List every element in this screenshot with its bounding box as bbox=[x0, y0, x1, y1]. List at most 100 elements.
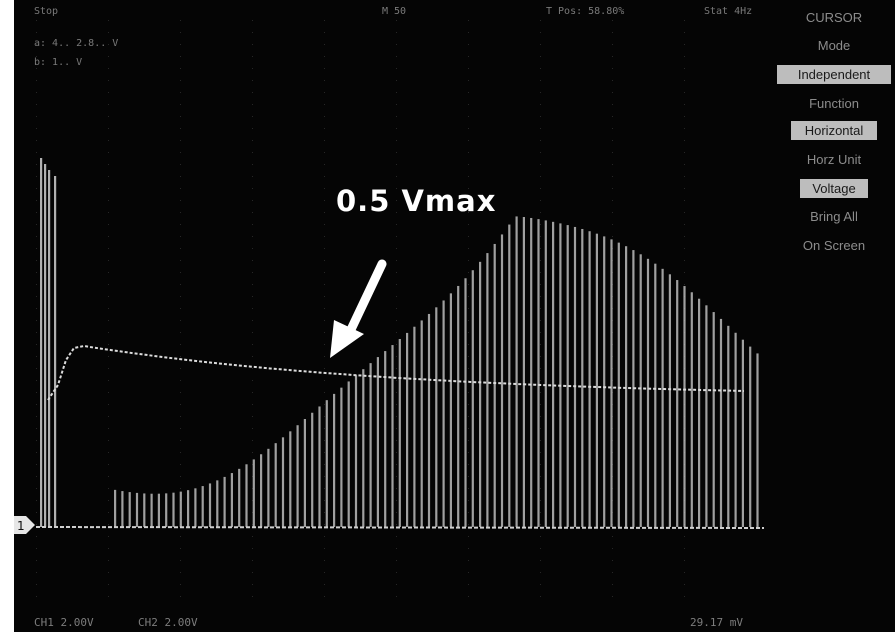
graticule-dot bbox=[612, 32, 613, 33]
graticule-dot bbox=[252, 524, 253, 525]
graticule-dot bbox=[36, 380, 37, 381]
menu-item-voltage[interactable]: Voltage bbox=[800, 179, 868, 198]
graticule-dot bbox=[252, 356, 253, 357]
pulse bbox=[391, 345, 394, 527]
graticule-dot bbox=[396, 488, 397, 489]
menu-item-function[interactable]: Function bbox=[809, 96, 859, 111]
graticule-dot bbox=[324, 296, 325, 297]
graticule-dot bbox=[180, 116, 181, 117]
graticule-dot bbox=[468, 56, 469, 57]
pulse bbox=[194, 488, 197, 527]
graticule-dot bbox=[684, 44, 685, 45]
graticule-dot bbox=[468, 104, 469, 105]
graticule-dot bbox=[108, 404, 109, 405]
graticule-dot bbox=[684, 68, 685, 69]
graticule-dot bbox=[540, 32, 541, 33]
graticule-dot bbox=[396, 572, 397, 573]
graticule-dot bbox=[540, 224, 541, 225]
pulse bbox=[617, 242, 620, 527]
graticule-dot bbox=[36, 536, 37, 537]
graticule-dot bbox=[324, 56, 325, 57]
graticule-dot bbox=[684, 272, 685, 273]
graticule-dot bbox=[252, 116, 253, 117]
pulse bbox=[369, 363, 372, 527]
graticule-dot bbox=[180, 452, 181, 453]
pulse bbox=[595, 233, 598, 527]
graticule-dot bbox=[396, 92, 397, 93]
graticule-dot bbox=[108, 236, 109, 237]
graticule-dot bbox=[36, 284, 37, 285]
pulse bbox=[128, 492, 131, 527]
graticule-dot bbox=[36, 176, 37, 177]
pulse bbox=[274, 443, 277, 527]
graticule-dot bbox=[396, 416, 397, 417]
graticule-dot bbox=[180, 368, 181, 369]
graticule-dot bbox=[36, 44, 37, 45]
graticule-dot bbox=[180, 176, 181, 177]
graticule-dot bbox=[324, 224, 325, 225]
graticule-dot bbox=[612, 596, 613, 597]
graticule-dot bbox=[684, 104, 685, 105]
graticule-dot bbox=[108, 92, 109, 93]
pulse bbox=[646, 258, 650, 527]
graticule-dot bbox=[180, 464, 181, 465]
graticule-dot bbox=[468, 392, 469, 393]
graticule-dot bbox=[324, 308, 325, 309]
graticule-dot bbox=[180, 404, 181, 405]
pulse bbox=[471, 270, 474, 527]
graticule-dot bbox=[540, 368, 541, 369]
graticule-dot bbox=[468, 188, 469, 189]
graticule-dot bbox=[540, 428, 541, 429]
pulse bbox=[252, 459, 255, 527]
menu-item-on-screen[interactable]: On Screen bbox=[802, 238, 866, 253]
graticule-dot bbox=[36, 32, 37, 33]
graticule-dot bbox=[36, 164, 37, 165]
pulse bbox=[143, 493, 146, 527]
graticule-dot bbox=[252, 68, 253, 69]
menu-item-mode[interactable]: Mode bbox=[817, 38, 851, 53]
pulse bbox=[435, 307, 438, 527]
graticule-dot bbox=[252, 296, 253, 297]
pulse bbox=[588, 231, 591, 527]
ch1-ground-marker[interactable]: 1 bbox=[14, 515, 36, 535]
graticule-dot bbox=[540, 572, 541, 573]
graticule-dot bbox=[684, 200, 685, 201]
graticule-dot bbox=[36, 80, 37, 81]
graticule-dot bbox=[540, 44, 541, 45]
menu-item-horizontal[interactable]: Horizontal bbox=[791, 121, 877, 140]
menu-item-bring-all[interactable]: Bring All bbox=[810, 209, 858, 224]
graticule-dot bbox=[180, 344, 181, 345]
graticule-dot bbox=[36, 20, 37, 21]
graticule-dot bbox=[684, 92, 685, 93]
graticule-dot bbox=[36, 188, 37, 189]
graticule-dot bbox=[540, 392, 541, 393]
graticule-dot bbox=[252, 152, 253, 153]
graticule-dot bbox=[252, 188, 253, 189]
pulse bbox=[427, 313, 431, 527]
graticule-dot bbox=[180, 32, 181, 33]
graticule-dot bbox=[36, 512, 37, 513]
pulse bbox=[668, 274, 671, 527]
graticule-dot bbox=[324, 536, 325, 537]
graticule-dot bbox=[252, 488, 253, 489]
graticule-dot bbox=[36, 236, 37, 237]
menu-item-independent[interactable]: Independent bbox=[777, 65, 891, 84]
graticule-dot bbox=[612, 224, 613, 225]
graticule-dot bbox=[108, 284, 109, 285]
graticule-dot bbox=[540, 488, 541, 489]
graticule-dot bbox=[108, 584, 109, 585]
pulse bbox=[267, 448, 270, 527]
graticule-dot bbox=[324, 572, 325, 573]
menu-item-horz-unit[interactable]: Horz Unit bbox=[806, 152, 862, 167]
graticule-dot bbox=[396, 80, 397, 81]
graticule-dot bbox=[108, 188, 109, 189]
trigger-position-readout: T Pos: 58.80% bbox=[546, 6, 625, 17]
graticule-dot bbox=[36, 56, 37, 57]
graticule-dot bbox=[468, 32, 469, 33]
graticule-dot bbox=[612, 548, 613, 549]
graticule-dot bbox=[36, 548, 37, 549]
graticule-dot bbox=[252, 560, 253, 561]
graticule-dot bbox=[252, 512, 253, 513]
graticule-dot bbox=[540, 80, 541, 81]
graticule-dot bbox=[612, 560, 613, 561]
